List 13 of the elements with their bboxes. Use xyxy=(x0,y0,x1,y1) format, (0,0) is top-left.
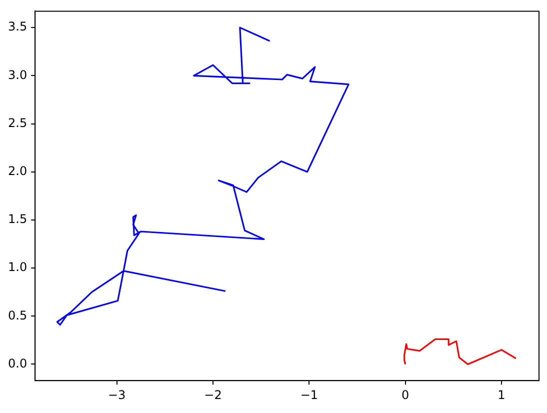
y-tick-label: 2.5 xyxy=(8,116,28,130)
x-tick-label: −2 xyxy=(204,388,222,402)
x-tick-label: 1 xyxy=(498,388,506,402)
y-tick-label: 0.0 xyxy=(8,356,28,370)
x-tick-label: 0 xyxy=(402,388,410,402)
y-tick-label: 2.0 xyxy=(8,164,28,178)
y-tick-label: 3.0 xyxy=(8,68,28,82)
y-tick-label: 1.0 xyxy=(8,260,28,274)
y-tick-label: 3.5 xyxy=(8,20,28,34)
y-tick-label: 0.5 xyxy=(8,308,28,322)
x-tick-label: −3 xyxy=(108,388,126,402)
y-tick-label: 1.5 xyxy=(8,212,28,226)
x-tick-label: −1 xyxy=(300,388,318,402)
